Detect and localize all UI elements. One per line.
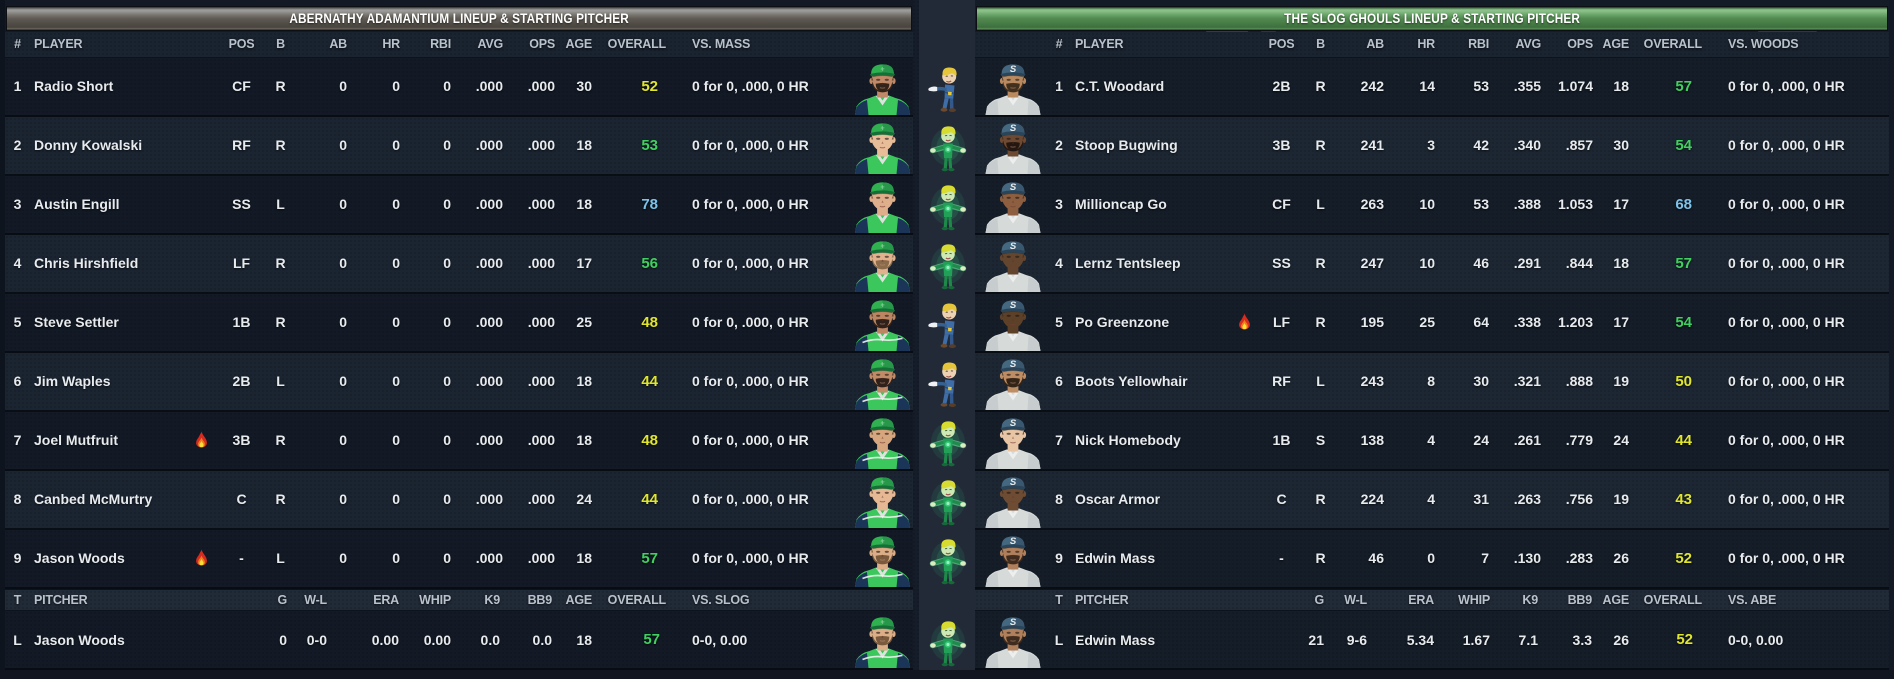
svg-text:S: S <box>1010 617 1017 628</box>
svg-text:S: S <box>1010 477 1017 488</box>
svg-text:S: S <box>1010 359 1017 370</box>
svg-text:S: S <box>1010 536 1017 547</box>
svg-text:S: S <box>1010 182 1017 193</box>
svg-text:S: S <box>1010 241 1017 252</box>
svg-text:S: S <box>1010 418 1017 429</box>
svg-text:S: S <box>1010 300 1017 311</box>
svg-text:S: S <box>1010 123 1017 134</box>
svg-text:S: S <box>1010 64 1017 75</box>
